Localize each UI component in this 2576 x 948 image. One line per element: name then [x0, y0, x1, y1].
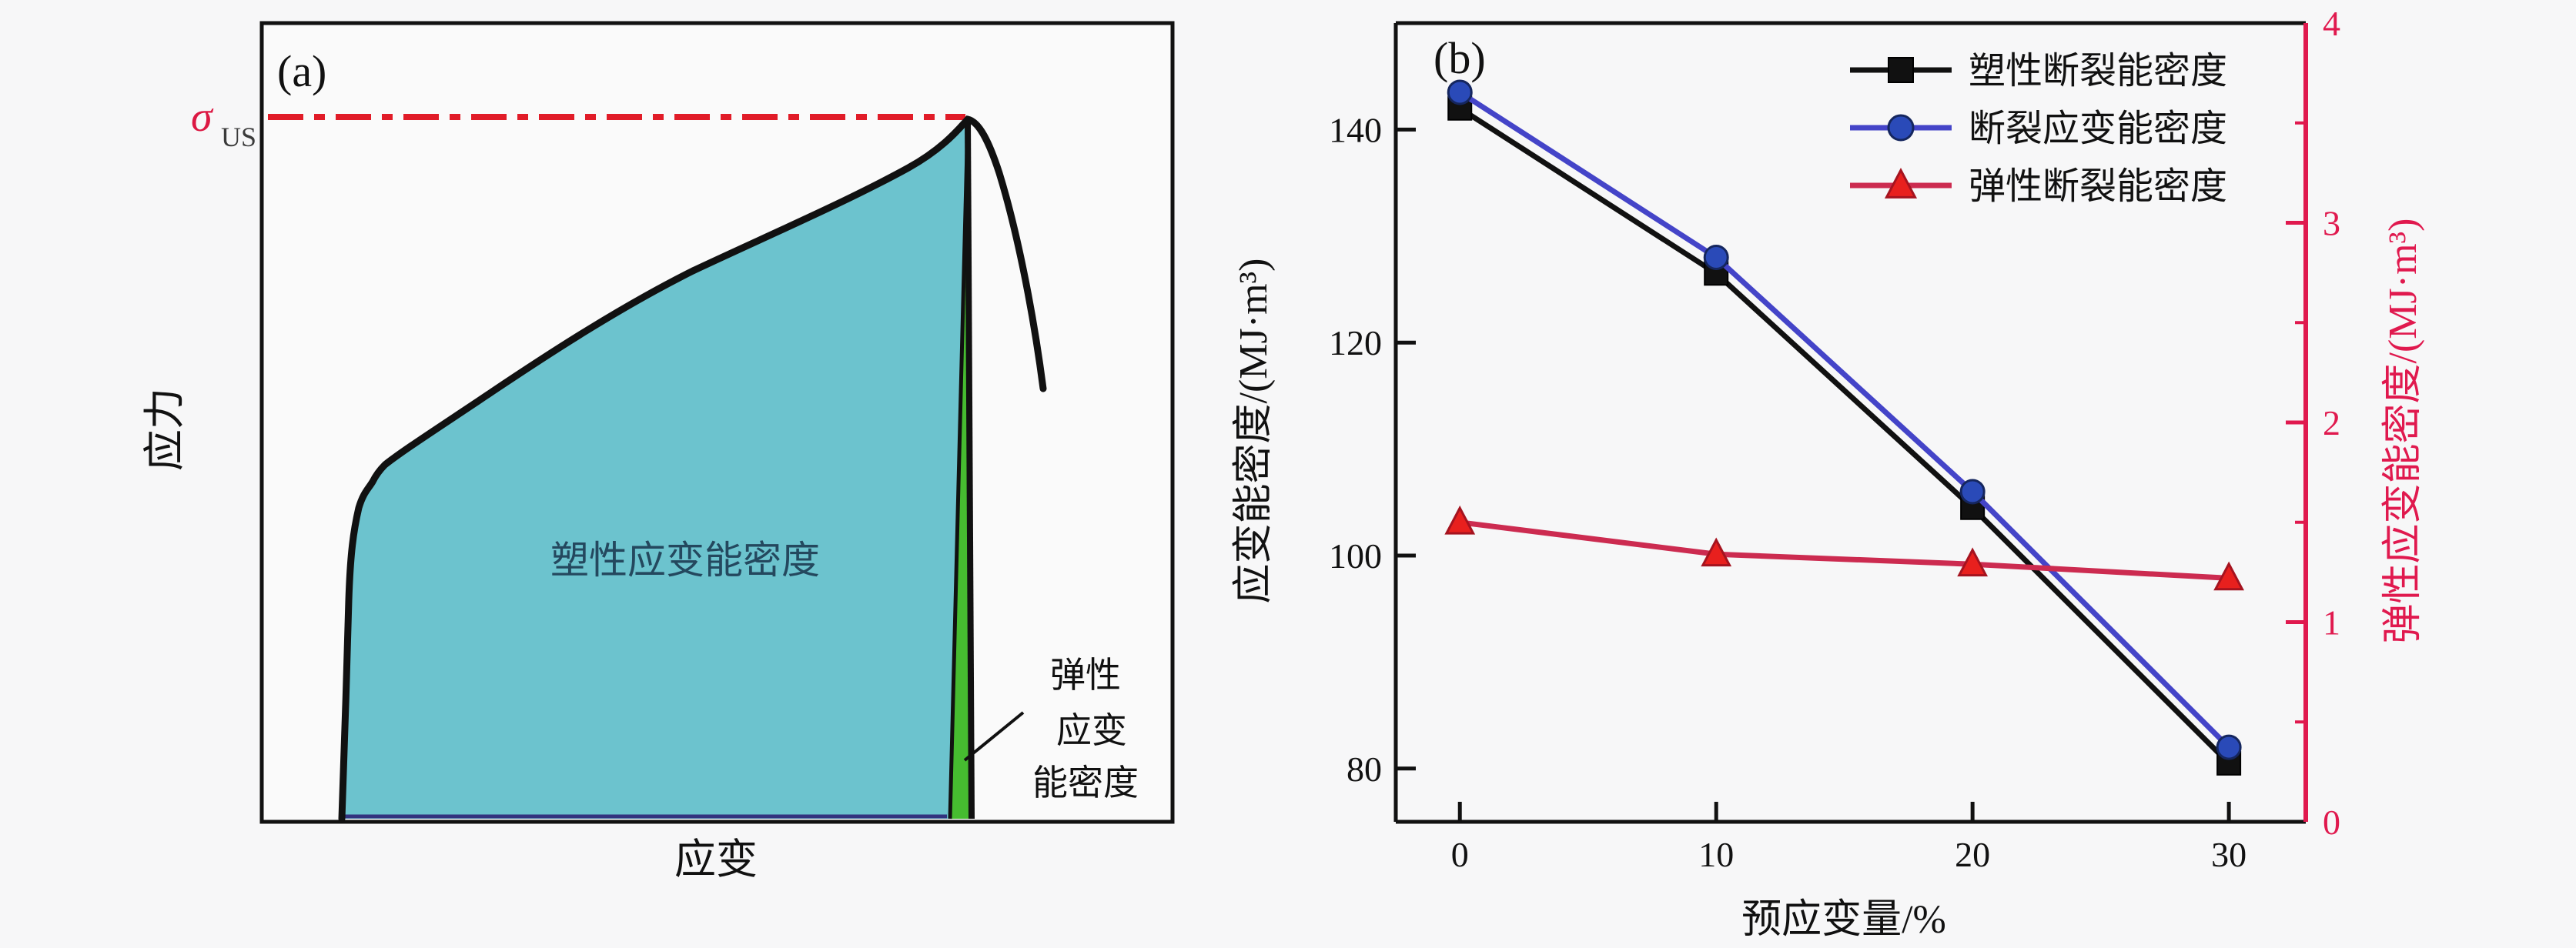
elastic-label-leader-line	[963, 711, 1025, 762]
panel-b-line-chart: 80 100 120 140 0 10 20 30 0 1 2 3 4 塑性断裂能密度断裂应变能密度弹性断…	[1232, 4, 2425, 942]
b-xtick-label: 10	[1698, 835, 1734, 874]
b-ytick-right-label: 4	[2323, 4, 2340, 43]
panel-b-plot: 80 100 120 140 0 10 20 30 0 1 2 3 4 塑性断裂能密度断裂应变能密度弹性断…	[1329, 4, 2340, 874]
panel-a-ylabel: 应力	[142, 388, 188, 471]
elastic-area-label-line1: 弹性	[1050, 656, 1121, 695]
panel-a-tag: (a)	[277, 46, 326, 96]
b-series-marker-1	[1703, 244, 1729, 270]
b-ytick-right-label: 3	[2323, 204, 2340, 243]
b-series-marker-2	[1444, 505, 1476, 535]
b-series-marker-1	[1447, 79, 1473, 105]
b-legend-marker-1	[1887, 114, 1915, 142]
b-series-marker-1	[1959, 479, 1986, 505]
b-series-line-0	[1458, 105, 2231, 766]
sigma-us-subscript: US	[221, 122, 256, 152]
b-legend-marker-0	[1888, 57, 1914, 83]
b-ytick-right-label: 2	[2323, 403, 2340, 442]
green-left-boundary-line	[948, 118, 970, 819]
elastic-area-label-line3: 能密度	[1032, 763, 1139, 803]
b-series-line-1	[1458, 90, 2231, 749]
panel-b-xlabel: 预应变量/%	[1741, 898, 1946, 942]
unloading-line	[965, 118, 975, 819]
b-series-line-2	[1459, 519, 2230, 581]
b-series-marker-1	[2216, 734, 2242, 760]
b-xtick-label: 0	[1451, 835, 1469, 874]
b-ytick-left-label: 140	[1329, 110, 1382, 149]
b-legend-marker-2	[1884, 167, 1918, 199]
panel-b-tag: (b)	[1434, 33, 1486, 83]
stress-strain-curve	[338, 115, 1047, 823]
panel-a-xlabel: 应变	[674, 836, 758, 883]
b-legend-label-2: 弹性断裂能密度	[1969, 166, 2227, 207]
panel-b-ylabel-right: 弹性应变能密度/(MJ·m³)	[2381, 219, 2425, 644]
plastic-area-label: 塑性应变能密度	[550, 539, 820, 582]
b-series-marker-2	[1957, 547, 1989, 577]
b-legend-label-1: 断裂应变能密度	[1969, 108, 2227, 149]
b-ytick-left-label: 120	[1329, 323, 1382, 362]
b-ytick-right-label: 1	[2323, 603, 2340, 643]
b-ytick-left-label: 100	[1329, 536, 1382, 576]
b-xtick-label: 30	[2211, 835, 2246, 874]
sigma-us-symbol: σ	[191, 93, 214, 141]
b-ytick-left-label: 80	[1347, 749, 1382, 789]
b-xtick-label: 20	[1955, 835, 1990, 874]
panel-b-ylabel-left: 应变能密度/(MJ·m³)	[1232, 259, 1276, 604]
b-ytick-right-label: 0	[2323, 803, 2340, 842]
b-series-marker-2	[2213, 561, 2244, 591]
b-legend-label-0: 塑性断裂能密度	[1969, 51, 2227, 92]
elastic-area-label-line2: 应变	[1056, 711, 1127, 750]
b-series-marker-2	[1701, 537, 1732, 567]
panel-a-stress-strain-diagram: (a) σ US 应力 应变 塑性应变能密度 弹性 应变 能密度	[142, 21, 1175, 883]
plastic-strain-energy-area	[342, 119, 968, 819]
